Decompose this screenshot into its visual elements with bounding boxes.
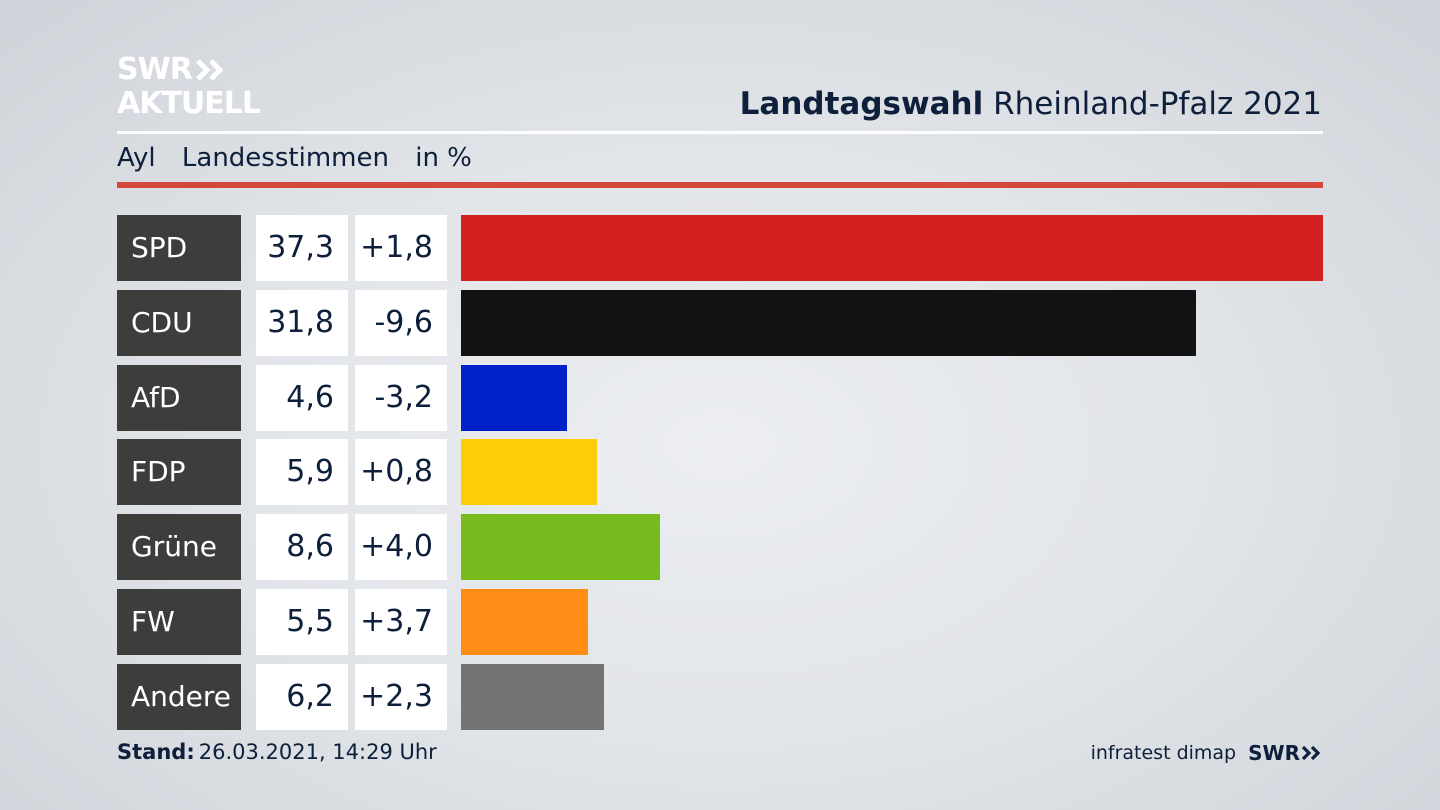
chart-row: AfD 4,6 -3,2 <box>117 364 1323 431</box>
change-label: +3,7 <box>355 589 447 655</box>
party-label: SPD <box>117 215 241 281</box>
header-divider <box>117 131 1323 134</box>
vote-share-label: 37,3 <box>256 215 348 281</box>
vote-share-label: 5,5 <box>256 589 348 655</box>
bar-cdu <box>461 289 1196 356</box>
chart-row: Andere 6,2 +2,3 <box>117 663 1323 730</box>
bar-grne <box>461 514 660 581</box>
bar-andere <box>461 663 604 730</box>
chart-row: FDP 5,9 +0,8 <box>117 439 1323 506</box>
title-rest: Rheinland-Pfalz 2021 <box>993 86 1322 122</box>
vote-share-label: 6,2 <box>256 663 348 730</box>
title-bold: Landtagswahl <box>739 86 984 122</box>
party-label: CDU <box>117 289 241 356</box>
swr-aktuell-logo: SWR AKTUELL <box>117 52 261 121</box>
party-label: Grüne <box>117 514 241 581</box>
chart-subheading: Ayl Landesstimmen in % <box>117 143 490 173</box>
bar-fw <box>461 589 588 655</box>
subhead-measure: Landesstimmen <box>181 143 389 173</box>
swr-brand-text: SWR <box>1248 741 1300 765</box>
bar-afd <box>461 364 567 431</box>
change-label: +4,0 <box>355 514 447 581</box>
source-credit: infratest dimap SWR <box>1091 741 1322 765</box>
page-title: Landtagswahl Rheinland-Pfalz 2021 <box>740 86 1322 122</box>
chart-row: FW 5,5 +3,7 <box>117 589 1323 655</box>
chart-row: Grüne 8,6 +4,0 <box>117 514 1323 581</box>
bar-fdp <box>461 439 597 506</box>
subhead-place: Ayl <box>117 143 156 173</box>
chart-row: CDU 31,8 -9,6 <box>117 289 1323 356</box>
change-label: -3,2 <box>355 364 447 431</box>
timestamp: Stand: 26.03.2021, 14:29 Uhr <box>117 740 437 764</box>
stand-label: Stand: <box>117 740 195 764</box>
chart-row: SPD 37,3 +1,8 <box>117 215 1323 281</box>
party-label: AfD <box>117 364 241 431</box>
vote-share-label: 8,6 <box>256 514 348 581</box>
accent-divider <box>117 182 1323 188</box>
bar-spd <box>461 215 1323 281</box>
source-label: infratest dimap <box>1090 742 1237 764</box>
party-label: FW <box>117 589 241 655</box>
vote-share-label: 4,6 <box>256 364 348 431</box>
logo-line-aktuell: AKTUELL <box>117 86 261 121</box>
vote-share-label: 31,8 <box>256 289 348 356</box>
subhead-unit: in % <box>415 143 472 173</box>
double-chevron-icon <box>196 59 224 81</box>
stand-value: 26.03.2021, 14:29 Uhr <box>198 740 437 764</box>
change-label: +1,8 <box>355 215 447 281</box>
change-label: +0,8 <box>355 439 447 506</box>
party-label: FDP <box>117 439 241 506</box>
party-label: Andere <box>117 663 241 730</box>
logo-line-swr: SWR <box>117 52 193 87</box>
change-label: +2,3 <box>355 663 447 730</box>
swr-brand: SWR <box>1248 741 1322 765</box>
change-label: -9,6 <box>355 289 447 356</box>
vote-share-label: 5,9 <box>256 439 348 506</box>
double-chevron-icon <box>1302 745 1321 761</box>
